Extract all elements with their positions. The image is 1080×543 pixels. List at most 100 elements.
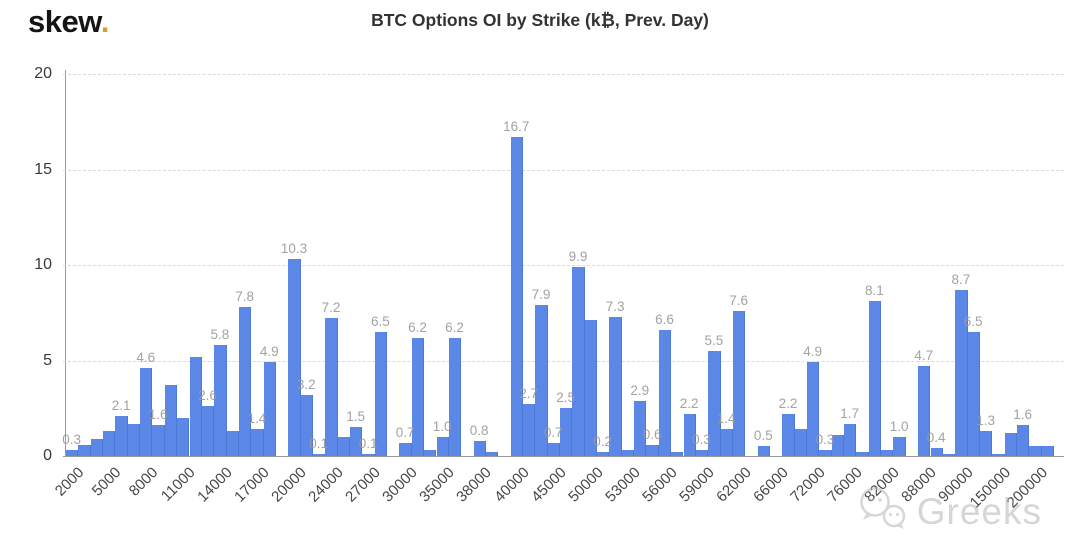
bar-value-label: 2.7 [519, 386, 538, 401]
oi-bar-150000 [992, 454, 1005, 456]
oi-bar [708, 351, 721, 456]
bar-value-label: 0.8 [469, 423, 489, 438]
bar-value-label: 0.3 [62, 432, 82, 447]
bar-value-label: 6.6 [655, 312, 674, 327]
oi-bar [313, 454, 326, 456]
oi-bar-82000 [881, 450, 894, 456]
x-tick-label-66000: 66000 [750, 464, 792, 506]
oi-bar [856, 452, 869, 456]
oi-bar-20000 [288, 259, 301, 456]
oi-bar-2000 [66, 450, 79, 456]
bar-value-label: 1.6 [1013, 407, 1032, 422]
bar-value-label: 7.3 [605, 299, 625, 314]
bar-value-label: 2.2 [679, 396, 699, 411]
oi-bar [794, 429, 807, 456]
bar-value-label: 4.9 [803, 344, 823, 359]
bar-value-label: 0.7 [543, 425, 563, 440]
bar-value-label: 0.3 [692, 432, 711, 447]
x-tick-label-59000: 59000 [676, 464, 718, 506]
oi-bar [300, 395, 313, 456]
oi-bar [831, 435, 845, 456]
bar-value-label: 4.9 [259, 344, 279, 359]
x-tick-label-5000: 5000 [89, 464, 125, 500]
x-tick-label-8000: 8000 [126, 464, 162, 500]
wechat-icon [856, 486, 908, 537]
oi-bar-5000 [103, 431, 116, 456]
bar-value-label: 1.0 [889, 419, 909, 434]
y-tick-label: 0 [43, 447, 52, 464]
y-tick-label: 20 [34, 65, 52, 82]
oi-bar [819, 450, 832, 456]
bar-value-label: 10.3 [280, 241, 308, 256]
x-tick-label-56000: 56000 [639, 464, 681, 506]
bar-value-label: 0.5 [753, 428, 773, 443]
x-tick-label-17000: 17000 [231, 464, 273, 506]
bar-value-label: 1.5 [346, 409, 366, 424]
oi-bar-30000 [399, 443, 412, 456]
oi-bar [201, 406, 215, 456]
bar-value-label: 1.4 [247, 411, 267, 426]
bar-value-label: 6.5 [371, 314, 390, 329]
oi-bar-17000 [251, 429, 264, 456]
oi-bar-40000 [510, 137, 523, 456]
x-tick-label-2000: 2000 [52, 464, 88, 500]
oi-bar [238, 307, 252, 456]
bar-value-label: 5.5 [704, 333, 724, 348]
bar-value-label: 0.3 [815, 432, 835, 447]
bar-value-label: 7.2 [321, 300, 341, 315]
bar-value-label: 2.1 [111, 398, 131, 413]
gridline-y-5 [63, 360, 1064, 362]
bar-value-label: 1.4 [716, 411, 736, 426]
oi-bar [609, 317, 622, 456]
bar-value-label: 16.7 [503, 119, 530, 134]
x-tick-label-40000: 40000 [490, 464, 533, 506]
oi-bar [164, 385, 178, 456]
bar-value-label: 0.7 [395, 425, 415, 440]
x-tick-label-45000: 45000 [527, 464, 570, 506]
x-tick-label-14000: 14000 [194, 464, 236, 506]
bar-value-label: 2.6 [198, 388, 217, 403]
oi-bar [597, 452, 610, 456]
bar-value-label: 6.2 [408, 320, 427, 335]
x-tick-label-53000: 53000 [601, 464, 644, 506]
oi-bar-45000 [547, 443, 560, 456]
oi-bar [189, 357, 202, 456]
x-tick-label-35000: 35000 [416, 464, 459, 506]
oi-bar-38000 [473, 441, 486, 456]
bar-value-label: 2.2 [778, 396, 798, 411]
y-tick-label: 5 [43, 351, 52, 369]
oi-bar [226, 431, 239, 456]
oi-bar [485, 452, 499, 456]
bar-value-label: 1.6 [148, 407, 168, 422]
bar-value-label: 1.3 [976, 413, 995, 428]
bar-value-label: 4.6 [136, 350, 156, 365]
oi-bar-24000 [325, 318, 338, 456]
bar-value-label: 2.9 [630, 383, 650, 398]
skew-logo-dot: . [100, 4, 110, 39]
oi-bar [1004, 433, 1017, 456]
x-tick-label-20000: 20000 [268, 464, 311, 506]
x-axis-line [63, 456, 1064, 457]
bar-value-label: 0.2 [593, 434, 613, 449]
oi-bar [671, 452, 684, 456]
x-tick-label-11000: 11000 [158, 464, 199, 505]
oi-bar-56000 [658, 330, 672, 456]
skew-logo: skew. [28, 4, 109, 40]
oi-bar [448, 338, 462, 456]
bar-value-label: 2.5 [556, 390, 576, 405]
gridline-y-20 [63, 74, 1064, 75]
x-tick-label-24000: 24000 [305, 464, 348, 506]
oi-bar [683, 414, 696, 456]
bar-value-label: 1.7 [840, 406, 860, 421]
y-axis-line [65, 70, 66, 457]
oi-bar-76000 [844, 424, 857, 456]
bar-value-label: 4.7 [914, 348, 934, 363]
oi-bar [930, 448, 943, 456]
oi-bar [350, 427, 363, 456]
bar-value-label: 8.7 [951, 272, 971, 287]
x-tick-label-30000: 30000 [379, 464, 422, 506]
x-tick-label-27000: 27000 [342, 464, 385, 506]
bar-value-label: 7.6 [729, 293, 748, 308]
oi-bar-59000 [695, 450, 709, 456]
oi-bar [757, 446, 770, 456]
